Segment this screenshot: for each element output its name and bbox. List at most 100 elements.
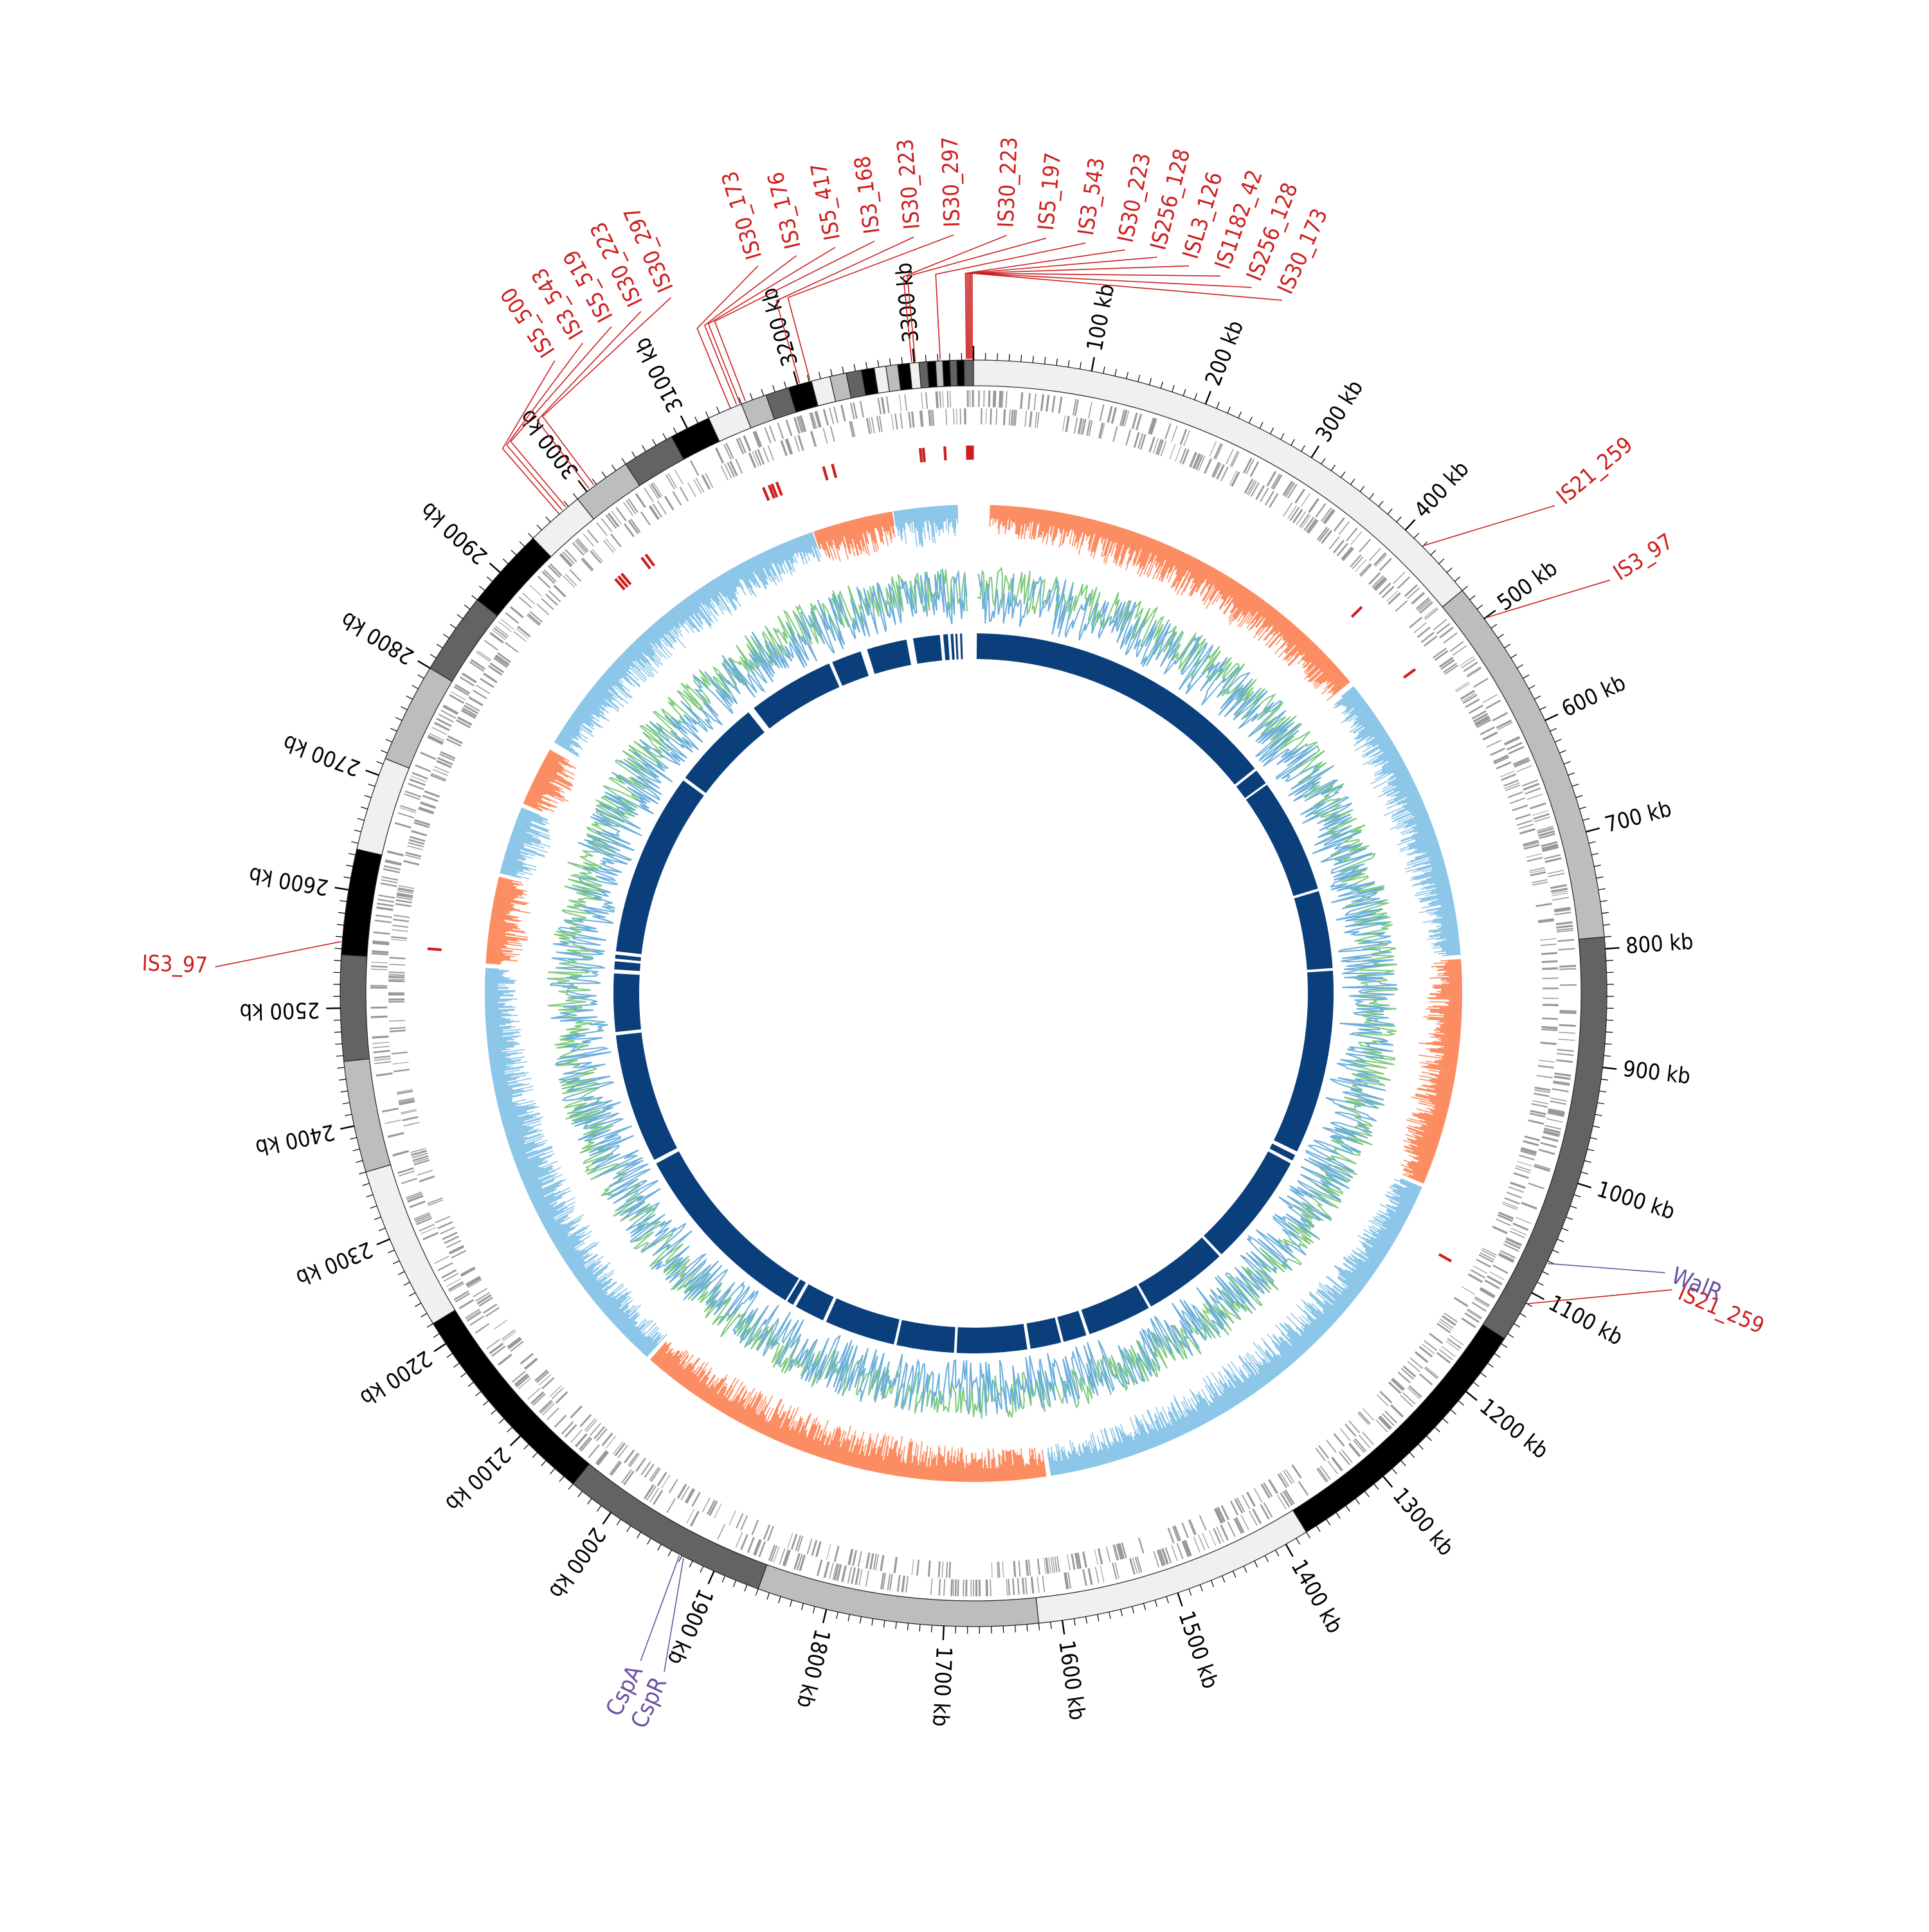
minor-tick [1451,1410,1456,1414]
minor-tick [418,675,424,678]
minor-tick [1103,366,1105,374]
tick-label: 1500 kb [1173,1608,1223,1692]
minor-tick [483,1401,488,1405]
is-element-label: IS3_168 [849,154,885,235]
minor-tick [404,1282,410,1285]
minor-tick [339,1079,346,1080]
minor-tick [1514,1324,1519,1328]
major-tick [1578,1184,1591,1188]
minor-tick [1557,1239,1564,1241]
tick-label: 800 kb [1625,929,1694,959]
minor-tick [1597,877,1604,878]
minor-tick [344,877,351,878]
minor-tick [860,1616,861,1623]
minor-tick [919,1624,920,1631]
major-tick [1383,1476,1392,1487]
minor-tick [409,1293,415,1296]
blast-block [657,1151,799,1301]
minor-tick [1572,784,1579,787]
contig-segment [344,1059,391,1172]
minor-tick [421,1314,427,1317]
blast-block [913,635,942,664]
minor-tick [393,1261,399,1264]
minor-tick [901,357,902,364]
is-element-label: IS5_197 [1033,151,1066,231]
minor-tick [1374,1484,1379,1490]
is-element-label: IS3_543 [1073,156,1110,237]
minor-tick [1291,439,1295,446]
major-tick [326,1008,340,1009]
minor-tick [1562,1228,1568,1231]
minor-tick [1155,1600,1157,1607]
minor-tick [925,355,926,362]
minor-tick [1296,1539,1300,1544]
minor-tick [1350,479,1355,485]
minor-tick [842,366,844,374]
tick-label: 2200 kb [356,1345,437,1411]
minor-tick [499,1418,504,1423]
blast-block [1082,1285,1149,1334]
minor-tick [363,1184,369,1186]
minor-tick [336,936,343,937]
minor-tick [1009,354,1010,361]
blast-block [1057,1311,1086,1342]
minor-tick [1511,655,1517,658]
minor-tick [335,1043,342,1044]
tick-label: 2300 kb [293,1236,376,1291]
tick-label: 900 kb [1622,1056,1692,1090]
minor-tick [427,1324,433,1328]
minor-tick [1458,1401,1463,1405]
contig-segment [357,759,409,855]
major-tick [340,1126,354,1129]
minor-tick [1265,1555,1268,1562]
minor-tick [398,1272,404,1275]
major-tick [1406,519,1415,530]
minor-tick [866,362,867,369]
gc-content-green-line [547,568,1397,1418]
minor-tick [503,559,508,563]
blast-homology-ring [613,633,1334,1353]
minor-tick [1370,494,1374,500]
minor-tick [550,1468,555,1474]
tick-label: 100 kb [1082,282,1120,353]
tick-label: 1900 kb [662,1585,718,1668]
minor-tick [1200,1585,1202,1591]
minor-tick [415,1303,421,1306]
minor-tick [346,865,353,867]
minor-tick [374,1217,381,1220]
tick-label: 2600 kb [247,862,331,900]
minor-tick [354,830,361,832]
minor-tick [1109,1612,1110,1619]
minor-tick [1427,1436,1432,1441]
minor-tick [1508,1333,1514,1337]
minor-tick [1601,1079,1608,1080]
minor-tick [611,465,615,471]
minor-tick [1271,428,1274,434]
minor-tick [1021,355,1022,362]
minor-tick [1260,422,1263,428]
tick-label: 2800 kb [336,606,419,669]
contig-segment [340,955,369,1061]
major-tick [602,1513,611,1524]
gene-label-leader [1548,1263,1665,1272]
major-tick [1606,948,1620,949]
minor-tick [356,1160,363,1162]
major-tick [823,1609,826,1623]
is-element-label: IS30_297 [937,136,966,228]
minor-tick [334,1032,341,1033]
minor-tick [1604,936,1611,937]
minor-tick [622,458,626,464]
minor-tick [1301,446,1305,451]
minor-tick [1588,1149,1595,1151]
blast-block [943,634,950,660]
minor-tick [790,1600,792,1607]
minor-tick [602,472,606,478]
minor-tick [1584,1160,1591,1162]
minor-tick [1589,842,1596,844]
minor-tick [377,761,383,764]
minor-tick [1027,1624,1028,1631]
blast-block [1246,785,1318,896]
major-tick [1466,1391,1477,1400]
